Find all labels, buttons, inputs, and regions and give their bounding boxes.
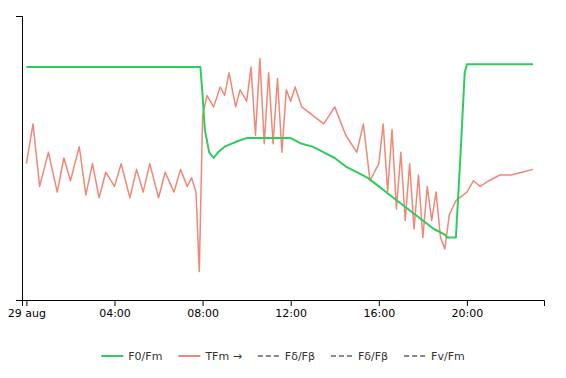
legend-swatch — [331, 355, 353, 357]
legend-label: Fδ/Fβ — [358, 350, 388, 363]
x-axis: 29 aug 04:00 08:00 12:00 16:00 20:00 — [8, 300, 545, 320]
x-tick-label: 16:00 — [363, 307, 395, 320]
chart: 29 aug 04:00 08:00 12:00 16:00 20:00 F0/Fm TFm … — [0, 0, 566, 378]
lines — [26, 59, 533, 272]
legend-swatch — [178, 355, 200, 357]
x-tick-mark — [291, 300, 292, 306]
y-axis-line — [16, 17, 23, 301]
legend-item: Fv/Fm — [404, 350, 465, 363]
y-axis — [16, 17, 23, 301]
legend: F0/Fm TFm → Fδ/Fβ Fδ/Fβ Fv/Fm — [101, 350, 464, 363]
x-tick-label: 04:00 — [99, 307, 131, 320]
legend-item: Fδ/Fβ — [258, 350, 315, 363]
plot: 29 aug 04:00 08:00 12:00 16:00 20:00 — [8, 17, 545, 320]
legend-label: Fδ/Fβ — [285, 350, 315, 363]
legend-label: TFm → — [204, 350, 241, 363]
x-tick-label: 08:00 — [187, 307, 219, 320]
x-tick: 20:00 — [452, 300, 484, 320]
legend-item: F0/Fm — [101, 350, 162, 363]
legend-swatch — [258, 355, 280, 357]
legend-swatch — [101, 355, 123, 357]
legend-item: Fδ/Fβ — [331, 350, 388, 363]
x-axis-line — [23, 301, 545, 307]
x-tick: 12:00 — [275, 300, 307, 320]
x-tick: 16:00 — [363, 300, 395, 320]
x-tick: 29 aug — [8, 300, 46, 320]
x-tick-mark — [115, 300, 116, 306]
legend-swatch — [404, 355, 426, 357]
x-tick-label: 12:00 — [275, 307, 307, 320]
x-tick-mark — [379, 300, 380, 306]
x-tick-mark — [467, 300, 468, 306]
x-tick-label: 20:00 — [452, 307, 484, 320]
x-tick: 04:00 — [99, 300, 131, 320]
x-tick-mark — [26, 300, 27, 306]
x-tick: 08:00 — [187, 300, 219, 320]
x-tick-label: 29 aug — [8, 307, 46, 320]
legend-item: TFm → — [178, 350, 241, 363]
legend-label: Fv/Fm — [431, 350, 465, 363]
series-line — [26, 64, 533, 237]
x-tick-mark — [203, 300, 204, 306]
legend-label: F0/Fm — [128, 350, 162, 363]
series-line — [26, 59, 533, 272]
